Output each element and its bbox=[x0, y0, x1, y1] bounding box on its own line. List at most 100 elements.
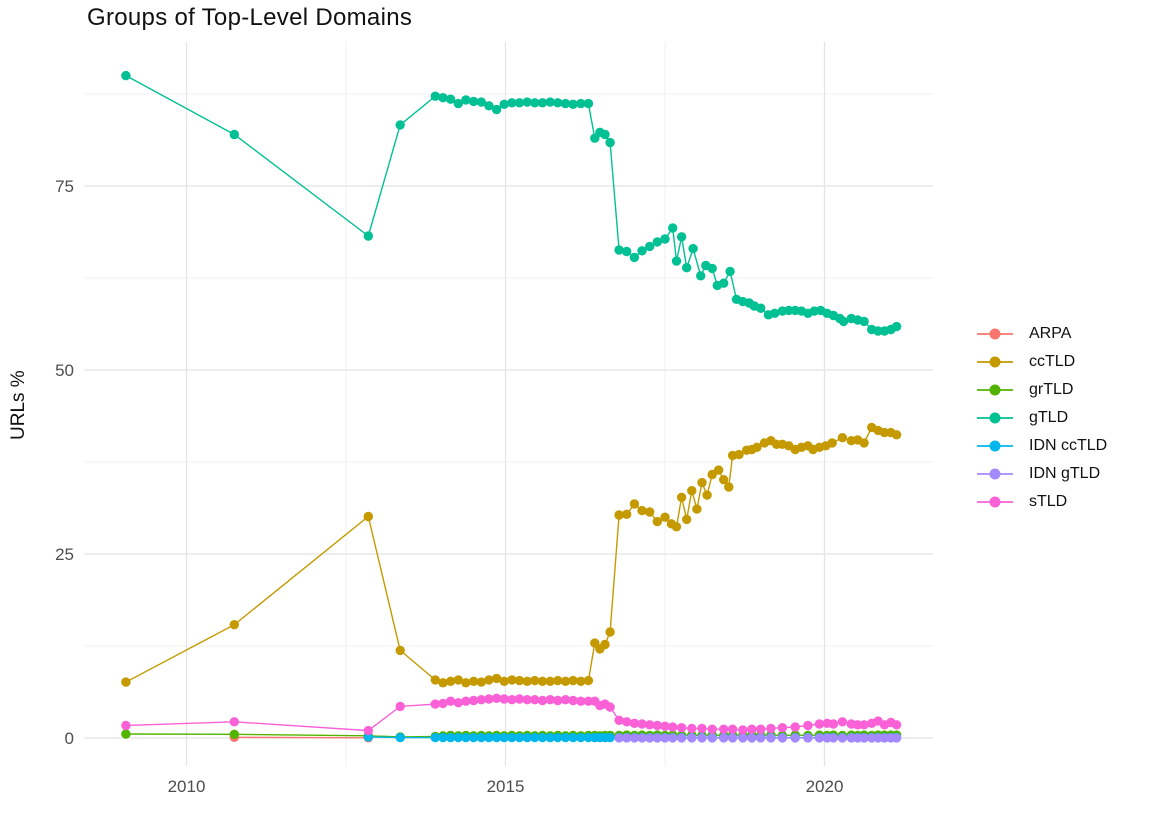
data-point bbox=[560, 98, 571, 109]
data-point bbox=[738, 725, 748, 735]
data-point bbox=[629, 718, 640, 728]
data-point bbox=[229, 729, 239, 739]
data-point bbox=[697, 477, 707, 488]
data-point bbox=[491, 732, 502, 743]
data-point bbox=[545, 97, 555, 107]
data-point bbox=[560, 732, 571, 743]
data-point bbox=[622, 246, 632, 257]
data-point bbox=[430, 732, 440, 743]
data-point bbox=[671, 522, 682, 532]
data-point bbox=[790, 733, 800, 743]
data-point bbox=[747, 724, 757, 734]
data-point bbox=[430, 91, 440, 101]
data-point bbox=[514, 732, 525, 743]
data-point bbox=[837, 717, 848, 727]
data-point bbox=[484, 694, 494, 704]
data-point bbox=[121, 729, 131, 739]
data-point bbox=[363, 231, 373, 241]
legend-label: IDN ccTLD bbox=[1029, 437, 1108, 454]
data-point bbox=[476, 732, 486, 743]
data-point bbox=[766, 733, 776, 743]
data-point bbox=[622, 717, 632, 727]
data-point bbox=[891, 321, 902, 332]
data-point bbox=[499, 732, 509, 743]
data-point bbox=[121, 70, 131, 81]
data-point bbox=[838, 316, 849, 327]
data-point bbox=[553, 98, 563, 108]
data-point bbox=[727, 724, 738, 734]
data-point bbox=[545, 676, 555, 686]
data-point bbox=[682, 263, 692, 273]
data-point bbox=[837, 433, 848, 443]
data-point bbox=[724, 482, 734, 492]
data-point bbox=[568, 99, 578, 110]
legend-label: IDN gTLD bbox=[1029, 465, 1101, 482]
data-point bbox=[499, 99, 509, 110]
data-point bbox=[707, 263, 717, 274]
data-point bbox=[522, 676, 532, 686]
legend-item-idn-gtld: IDN gTLD bbox=[976, 460, 1107, 488]
data-point bbox=[568, 732, 578, 743]
legend-key-icon bbox=[977, 412, 1013, 424]
data-point bbox=[687, 733, 697, 743]
y-tick-label: 0 bbox=[65, 729, 74, 748]
data-point bbox=[891, 733, 902, 743]
data-point bbox=[727, 733, 738, 743]
data-point bbox=[468, 695, 479, 706]
data-point bbox=[668, 722, 678, 732]
data-point bbox=[229, 129, 239, 140]
data-point bbox=[514, 694, 525, 704]
legend-label: grTLD bbox=[1029, 381, 1074, 398]
data-point bbox=[445, 696, 456, 706]
data-point bbox=[583, 675, 594, 686]
data-point bbox=[645, 720, 655, 730]
data-point bbox=[363, 511, 373, 522]
data-point bbox=[622, 733, 632, 743]
data-point bbox=[514, 98, 525, 108]
legend-item-grtld: grTLD bbox=[976, 376, 1107, 404]
data-point bbox=[605, 732, 615, 743]
data-point bbox=[645, 733, 655, 743]
data-point bbox=[719, 475, 729, 485]
data-point bbox=[814, 719, 825, 729]
data-point bbox=[445, 94, 456, 104]
data-point bbox=[453, 698, 463, 708]
data-point bbox=[553, 732, 563, 743]
data-point bbox=[468, 676, 479, 686]
legend-item-gtld: gTLD bbox=[976, 404, 1107, 432]
data-point bbox=[660, 512, 670, 522]
data-point bbox=[747, 733, 757, 743]
data-point bbox=[622, 509, 632, 519]
data-point bbox=[719, 733, 729, 743]
data-point bbox=[514, 675, 525, 686]
data-point bbox=[652, 733, 662, 743]
data-point bbox=[752, 442, 762, 452]
legend-item-stld: sTLD bbox=[976, 488, 1107, 516]
data-point bbox=[652, 720, 662, 731]
data-point bbox=[676, 232, 687, 242]
data-point bbox=[537, 695, 548, 706]
data-point bbox=[652, 237, 662, 247]
data-point bbox=[668, 733, 678, 743]
data-point bbox=[766, 723, 776, 734]
legend-key-dot bbox=[989, 412, 1001, 424]
data-point bbox=[600, 639, 610, 650]
legend-label: ccTLD bbox=[1029, 353, 1076, 370]
data-point bbox=[671, 256, 682, 266]
data-point bbox=[395, 732, 405, 743]
data-point bbox=[777, 733, 788, 743]
data-point bbox=[583, 98, 594, 109]
x-tick-label: 2010 bbox=[168, 777, 206, 796]
data-point bbox=[682, 514, 692, 525]
y-tick-label: 75 bbox=[55, 177, 74, 196]
data-point bbox=[476, 97, 486, 107]
y-tick-label: 50 bbox=[55, 361, 74, 380]
data-point bbox=[507, 695, 517, 705]
legend-item-idn-cctld: IDN ccTLD bbox=[976, 432, 1107, 460]
data-point bbox=[507, 98, 517, 108]
data-point bbox=[814, 733, 825, 743]
data-point bbox=[719, 724, 729, 734]
data-point bbox=[530, 98, 540, 108]
data-point bbox=[453, 675, 463, 685]
data-point bbox=[660, 234, 670, 244]
